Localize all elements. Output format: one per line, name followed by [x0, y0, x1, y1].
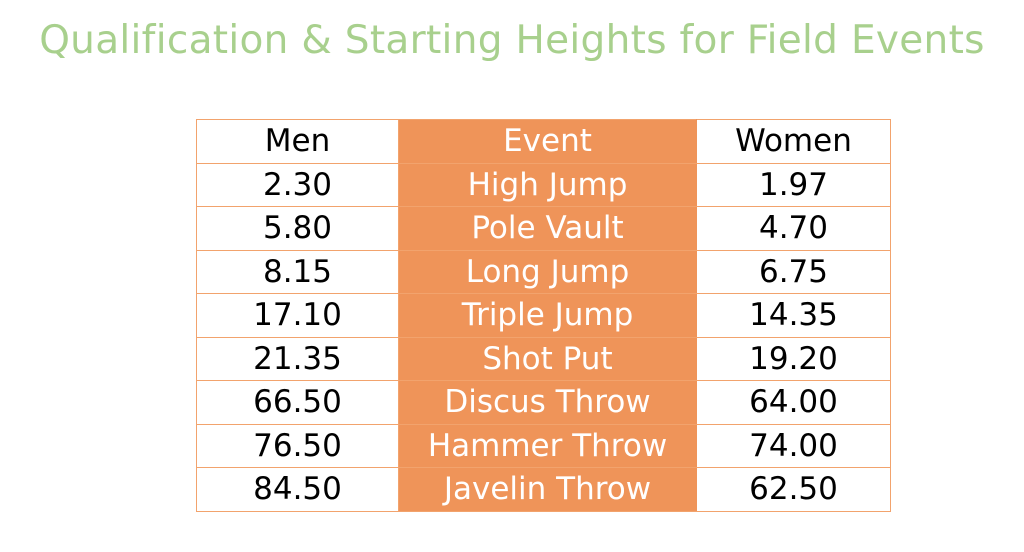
qualification-table: Men Event Women 2.30 High Jump 1.97 5.80 Pol… — [196, 119, 891, 512]
table-row: 17.10 Triple Jump 14.35 — [196, 293, 891, 338]
women-value: 74.00 — [696, 423, 891, 468]
table-row: 5.80 Pole Vault 4.70 — [196, 206, 891, 251]
table-row: 2.30 High Jump 1.97 — [196, 162, 891, 207]
women-value: 14.35 — [696, 293, 891, 338]
men-value: 17.10 — [196, 293, 399, 338]
table-row: 66.50 Discus Throw 64.00 — [196, 380, 891, 425]
men-value: 66.50 — [196, 380, 399, 425]
page-title: Qualification & Starting Heights for Fie… — [39, 18, 985, 63]
header-women: Women — [696, 119, 891, 164]
men-value: 8.15 — [196, 249, 399, 294]
women-value: 4.70 — [696, 206, 891, 251]
table-row: 21.35 Shot Put 19.20 — [196, 336, 891, 381]
women-value: 6.75 — [696, 249, 891, 294]
header-event: Event — [398, 119, 697, 164]
men-value: 84.50 — [196, 467, 399, 512]
men-value: 76.50 — [196, 423, 399, 468]
men-value: 5.80 — [196, 206, 399, 251]
event-name: Discus Throw — [398, 380, 697, 425]
event-name: Hammer Throw — [398, 423, 697, 468]
table-body: Men Event Women 2.30 High Jump 1.97 5.80 Pol… — [196, 119, 891, 512]
event-name: Shot Put — [398, 336, 697, 381]
event-name: High Jump — [398, 162, 697, 207]
women-value: 62.50 — [696, 467, 891, 512]
women-value: 64.00 — [696, 380, 891, 425]
table-header-row: Men Event Women — [196, 119, 891, 164]
women-value: 19.20 — [696, 336, 891, 381]
event-name: Triple Jump — [398, 293, 697, 338]
event-name: Pole Vault — [398, 206, 697, 251]
header-men: Men — [196, 119, 399, 164]
event-name: Javelin Throw — [398, 467, 697, 512]
table-row: 8.15 Long Jump 6.75 — [196, 249, 891, 294]
table-row: 76.50 Hammer Throw 74.00 — [196, 423, 891, 468]
men-value: 21.35 — [196, 336, 399, 381]
men-value: 2.30 — [196, 162, 399, 207]
women-value: 1.97 — [696, 162, 891, 207]
event-name: Long Jump — [398, 249, 697, 294]
table-row: 84.50 Javelin Throw 62.50 — [196, 467, 891, 512]
